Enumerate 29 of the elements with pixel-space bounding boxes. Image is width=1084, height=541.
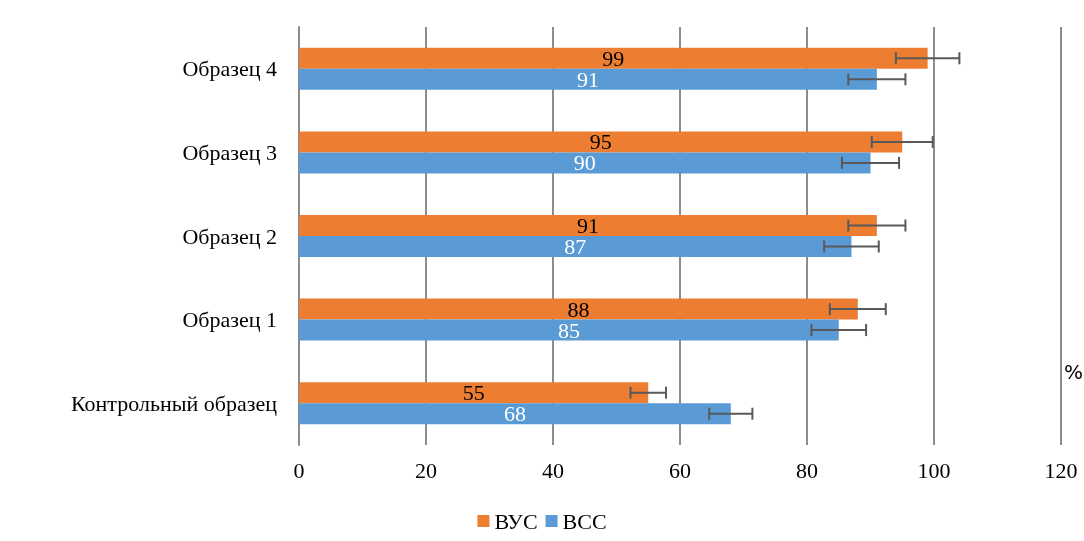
bar — [299, 382, 649, 404]
y-tick-label: Образец 2 — [182, 223, 277, 249]
x-tick-label: 80 — [796, 457, 818, 483]
bar — [299, 403, 731, 425]
bar — [299, 152, 871, 174]
x-tick-label: 40 — [542, 457, 564, 483]
bar — [299, 236, 852, 257]
bar — [299, 68, 877, 90]
y-tick-label: Образец 3 — [182, 139, 277, 165]
data-label: 55 — [462, 380, 485, 406]
bar — [299, 298, 858, 320]
x-tick-label: 100 — [917, 457, 951, 483]
x-tick-label: 20 — [415, 457, 437, 483]
text: % — [1064, 360, 1084, 384]
data-label: 99 — [602, 45, 625, 71]
x-tick-label: 60 — [669, 457, 691, 483]
x-tick-label: 0 — [293, 457, 305, 483]
y-tick-label: Контрольный образец — [71, 390, 278, 416]
legend-label: ВУС — [494, 508, 538, 534]
bar — [299, 47, 928, 69]
bar — [299, 131, 903, 153]
bar — [299, 319, 839, 341]
x-tick-label: 120 — [1044, 457, 1078, 483]
y-tick-label: Образец 1 — [182, 307, 277, 333]
legend-label: ВСС — [562, 508, 607, 534]
data-label: 91 — [576, 66, 599, 92]
data-label: 68 — [503, 401, 526, 427]
y-tick-label: Образец 4 — [182, 56, 277, 82]
bar — [299, 215, 877, 236]
